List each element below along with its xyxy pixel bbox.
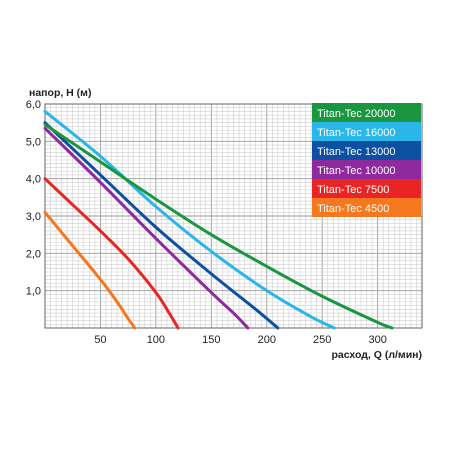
series-line [43, 210, 137, 330]
series-line [43, 109, 336, 330]
legend-label: Titan-Tec 10000 [317, 165, 395, 177]
legend-label: Titan-Tec 4500 [317, 203, 389, 215]
series-line [43, 121, 280, 330]
x-tick-label: 150 [202, 334, 220, 346]
y-tick-label: 5,0 [26, 136, 41, 148]
legend-label: Titan-Tec 13000 [317, 146, 395, 158]
x-tick-label: 300 [368, 334, 386, 346]
y-tick-label: 3,0 [26, 211, 41, 223]
legend-swatch [312, 160, 421, 179]
x-tick-label: 250 [313, 334, 331, 346]
legend-label: Titan-Tec 16000 [317, 127, 395, 139]
x-axis-title: расход, Q (л/мин) [331, 349, 422, 361]
legend-label: Titan-Tec 7500 [317, 184, 389, 196]
y-tick-label: 6,0 [26, 99, 41, 111]
y-axis-tick-labels: 1,0 2,0 3,0 4,0 5,0 6,0 [26, 99, 41, 298]
x-tick-label: 200 [258, 334, 276, 346]
plot-area-border [44, 103, 423, 329]
y-tick-label: 4,0 [26, 174, 41, 186]
y-tick-label: 1,0 [26, 286, 41, 298]
legend: Titan-Tec 20000 Titan-Tec 16000 Titan-Tec … [312, 103, 421, 217]
legend-label: Titan-Tec 20000 [317, 108, 395, 120]
legend-swatch [312, 122, 421, 141]
x-tick-label: 50 [94, 334, 106, 346]
series-line [43, 126, 250, 330]
series-lines [43, 109, 394, 330]
x-tick-label: 100 [147, 334, 165, 346]
legend-swatch [312, 141, 421, 160]
legend-swatch [312, 179, 421, 198]
x-axis-tick-labels: 50 100 150 200 250 300 [94, 334, 387, 346]
y-axis-title: напор, H (м) [29, 87, 91, 99]
legend-swatch [312, 103, 421, 122]
series-line [43, 123, 394, 330]
y-tick-label: 2,0 [26, 248, 41, 260]
legend-swatch [312, 198, 421, 217]
series-line [43, 177, 180, 330]
